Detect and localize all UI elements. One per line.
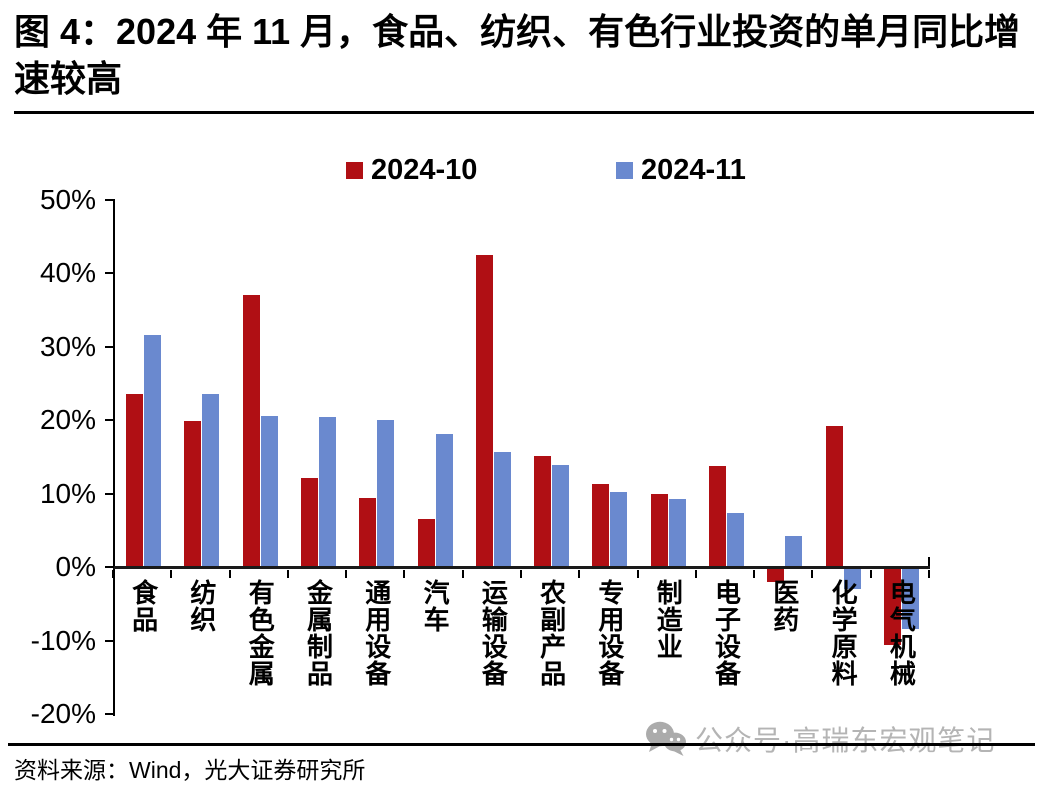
- x-axis-tick: [286, 570, 289, 578]
- x-category-label: 电气机械: [886, 579, 917, 687]
- bar-2024-11-通用设备: [377, 420, 395, 567]
- x-category-label: 汽车: [420, 579, 451, 633]
- y-axis-tick: [105, 639, 114, 642]
- bar-2024-10-食品: [126, 394, 144, 567]
- legend-swatch-2024-10: [346, 161, 363, 179]
- bar-2024-11-运输设备: [493, 452, 511, 567]
- watermark: 公众号·高瑞东宏观笔记: [645, 719, 995, 759]
- x-category-label: 运输设备: [478, 579, 509, 687]
- x-category-label: 制造业: [653, 579, 684, 660]
- x-axis-tick: [228, 570, 231, 578]
- x-category-label: 专用设备: [594, 579, 625, 687]
- x-category-label: 医药: [769, 579, 800, 633]
- x-axis-tick: [345, 570, 348, 578]
- y-axis-tick: [105, 566, 114, 568]
- bar-2024-11-制造业: [668, 498, 686, 567]
- y-axis-label: 50%: [39, 183, 96, 215]
- x-category-label: 食品: [128, 579, 159, 633]
- x-axis-tick: [461, 570, 464, 578]
- bar-2024-10-通用设备: [359, 497, 377, 567]
- x-axis-tick: [694, 570, 697, 578]
- y-axis-label: -20%: [30, 698, 96, 729]
- bar-2024-10-制造业: [650, 494, 668, 567]
- y-axis-label: 40%: [39, 257, 96, 288]
- x-axis-line: [113, 566, 930, 569]
- source-note: 资料来源：Wind，光大证券研究所: [14, 757, 366, 783]
- x-axis-tick: [578, 570, 581, 578]
- x-category-label: 纺织: [186, 579, 217, 633]
- x-category-label: 通用设备: [361, 579, 392, 687]
- legend-label-2024-10: 2024-10: [371, 153, 478, 186]
- bar-2024-11-汽车: [435, 433, 453, 567]
- legend-swatch-2024-11: [616, 161, 633, 179]
- x-axis-tick: [869, 570, 872, 578]
- y-axis-label: 10%: [39, 477, 96, 509]
- x-category-label: 有色金属: [245, 579, 276, 687]
- wechat-icon: [646, 721, 686, 756]
- y-axis-label: -10%: [30, 624, 96, 656]
- bar-2024-10-运输设备: [475, 254, 493, 567]
- bar-2024-11-农副产品: [552, 464, 570, 567]
- bar-2024-10-汽车: [417, 519, 435, 567]
- x-axis-tick: [636, 570, 639, 578]
- bar-2024-11-化学原料: [843, 569, 861, 589]
- x-category-label: 农副产品: [536, 579, 567, 687]
- footer-divider: [8, 743, 1035, 746]
- x-axis-tick: [520, 570, 522, 578]
- bar-2024-10-专用设备: [592, 483, 610, 567]
- y-axis-label: 20%: [39, 404, 96, 435]
- x-axis-tick: [403, 570, 406, 578]
- x-axis-tick: [112, 570, 114, 578]
- legend-item-2024-11: 2024-11: [616, 153, 746, 186]
- x-axis-tick: [170, 570, 173, 578]
- y-axis-line: [113, 199, 115, 716]
- legend-label-2024-11: 2024-11: [641, 153, 746, 186]
- x-axis-end-tick: [928, 557, 930, 566]
- y-axis-tick: [105, 272, 114, 274]
- x-axis-tick: [753, 570, 756, 578]
- bar-2024-11-电气机械: [901, 569, 919, 630]
- chart-title: 图 4：2024 年 11 月，食品、纺织、有色行业投资的单月同比增速较高: [14, 11, 1021, 99]
- y-axis-tick: [105, 419, 114, 421]
- x-axis-tick: [811, 570, 814, 578]
- legend-item-2024-10: 2024-10: [346, 153, 478, 186]
- bar-2024-11-医药: [785, 536, 803, 567]
- bar-2024-11-金属制品: [319, 417, 336, 567]
- x-category-label: 电子设备: [711, 579, 742, 687]
- y-axis-tick: [105, 492, 114, 495]
- bar-2024-10-纺织: [184, 421, 202, 567]
- y-axis-label: 0%: [55, 551, 96, 582]
- y-axis-tick: [105, 713, 114, 715]
- x-category-label: 金属制品: [303, 579, 334, 687]
- x-axis-tick: [928, 570, 930, 578]
- y-axis-tick: [105, 198, 114, 201]
- title-divider: [14, 111, 1034, 114]
- bar-2024-10-电子设备: [709, 465, 726, 567]
- bar-2024-11-有色金属: [260, 415, 278, 567]
- bar-2024-10-化学原料: [825, 425, 843, 567]
- y-axis-label: 30%: [39, 330, 96, 362]
- watermark-text: 公众号·高瑞东宏观笔记: [695, 725, 996, 756]
- y-axis-tick: [105, 345, 114, 348]
- bar-2024-10-农副产品: [534, 456, 552, 567]
- bar-2024-11-纺织: [202, 394, 220, 567]
- bar-2024-10-金属制品: [301, 478, 318, 567]
- bar-2024-10-电气机械: [883, 569, 901, 646]
- bar-2024-11-电子设备: [727, 512, 744, 567]
- bar-2024-10-医药: [767, 569, 785, 583]
- bar-2024-10-有色金属: [242, 295, 260, 567]
- bar-chart: 50% 40% 30% 20% 10% 0% -10% -20% 食品 纺织 有色金属 金属制品 通用设…: [0, 184, 1047, 760]
- bar-2024-11-食品: [144, 334, 162, 567]
- bar-2024-11-专用设备: [610, 492, 628, 567]
- x-category-label: 化学原料: [828, 579, 859, 687]
